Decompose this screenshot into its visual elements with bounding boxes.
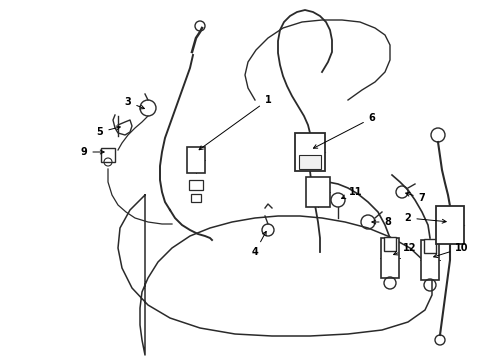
Bar: [305, 177, 329, 207]
Text: 4: 4: [251, 231, 265, 257]
Text: 7: 7: [405, 192, 425, 203]
Text: 10: 10: [433, 243, 468, 257]
Text: 3: 3: [124, 97, 144, 109]
Bar: [383, 237, 395, 251]
Bar: [186, 147, 204, 173]
Text: 9: 9: [81, 147, 104, 157]
Bar: [294, 133, 325, 171]
Text: 8: 8: [371, 217, 390, 227]
Text: 6: 6: [313, 113, 375, 148]
Text: 12: 12: [393, 243, 416, 255]
Bar: [189, 180, 203, 190]
Text: 2: 2: [404, 213, 445, 223]
Bar: [380, 238, 398, 278]
Bar: [191, 194, 201, 202]
Text: 11: 11: [341, 187, 362, 199]
Bar: [101, 148, 115, 162]
Text: 1: 1: [199, 95, 271, 150]
Bar: [420, 240, 438, 280]
Text: 5: 5: [97, 126, 120, 137]
Bar: [298, 155, 320, 169]
Bar: [423, 239, 435, 253]
Bar: [435, 206, 463, 244]
